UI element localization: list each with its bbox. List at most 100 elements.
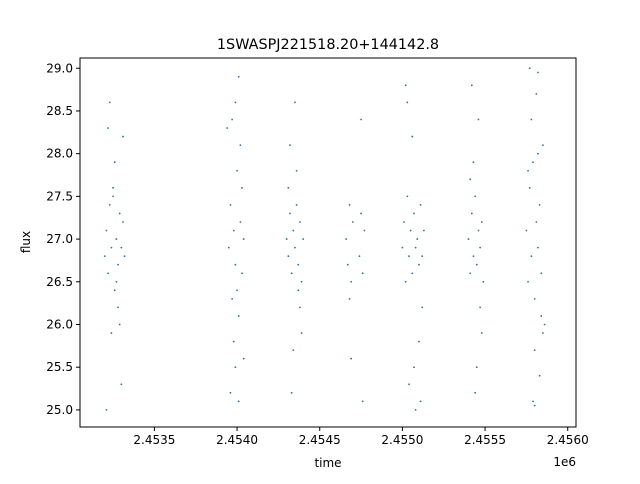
data-point [406, 195, 409, 198]
data-point [421, 306, 424, 309]
data-point [118, 212, 121, 215]
data-point [480, 332, 483, 334]
data-point [231, 118, 234, 121]
x-tick-label: 2.4560 [547, 433, 589, 447]
data-point [237, 315, 240, 317]
data-point [292, 229, 295, 232]
data-point [361, 400, 364, 403]
data-point [422, 229, 425, 232]
data-point [239, 221, 242, 223]
data-point [287, 255, 290, 258]
data-point [105, 409, 108, 411]
data-point [229, 391, 232, 394]
data-point [537, 246, 539, 249]
data-point [120, 246, 123, 249]
y-tick-label: 26.5 [46, 275, 73, 289]
data-point [237, 400, 240, 403]
data-point [474, 195, 477, 198]
data-point [242, 238, 245, 240]
data-point [231, 297, 234, 300]
data-point [537, 71, 539, 74]
x-axis-label: time [314, 456, 341, 470]
data-point [117, 306, 119, 309]
data-point [419, 400, 422, 403]
data-point [351, 221, 354, 223]
data-point [108, 204, 111, 206]
data-point [475, 366, 478, 369]
data-point [418, 263, 420, 266]
data-point [346, 263, 349, 266]
data-point [532, 161, 534, 164]
data-point [302, 238, 305, 240]
data-point [416, 238, 419, 240]
data-point [112, 195, 114, 198]
data-point [107, 127, 110, 129]
data-point [117, 263, 119, 266]
data-point [533, 349, 536, 352]
data-point [226, 127, 229, 129]
data-point [290, 391, 293, 394]
data-point [411, 135, 414, 138]
x-tick-label: 2.4545 [299, 433, 341, 447]
y-tick-label: 26.0 [46, 318, 73, 332]
x-tick-label: 2.4550 [381, 433, 423, 447]
x-offset-label: 1e6 [553, 455, 576, 469]
data-point [467, 238, 470, 240]
data-point [404, 280, 407, 283]
data-point [294, 101, 296, 104]
data-point [408, 383, 410, 386]
data-point [292, 349, 295, 352]
data-point [477, 229, 480, 232]
data-point [413, 366, 415, 369]
x-axis: 2.4535 2.4540 2.4545 2.4550 2.4555 2.4560 [133, 427, 589, 447]
data-point [479, 246, 482, 249]
data-point [107, 272, 110, 275]
data-point [532, 400, 534, 403]
data-point [411, 272, 414, 275]
data-point [474, 391, 477, 394]
data-point [236, 169, 238, 172]
data-point [113, 289, 116, 292]
data-point [528, 67, 531, 70]
chart-title: 1SWASPJ221518.20+144142.8 [217, 37, 439, 53]
data-point [300, 280, 303, 283]
data-point [530, 255, 533, 258]
data-point [538, 374, 541, 377]
y-tick-label: 27.5 [46, 189, 73, 203]
data-point [287, 186, 290, 189]
data-point [108, 101, 111, 104]
data-point [285, 238, 288, 240]
data-point [360, 212, 362, 215]
data-point [533, 404, 536, 407]
data-point [537, 152, 539, 155]
data-point [403, 221, 405, 223]
x-tick-label: 2.4555 [464, 433, 506, 447]
data-point [401, 246, 404, 249]
data-point [538, 204, 541, 206]
data-point [295, 169, 298, 172]
y-tick-label: 29.0 [46, 61, 73, 75]
data-point [542, 332, 544, 334]
data-point [113, 161, 116, 164]
data-point [236, 289, 238, 292]
data-point [295, 204, 298, 206]
data-point [297, 289, 300, 292]
y-tick-label: 27.0 [46, 232, 73, 246]
data-point [289, 212, 291, 215]
data-point [535, 92, 538, 95]
plot-frame [79, 57, 577, 428]
data-point [232, 229, 235, 232]
data-point [110, 246, 113, 249]
x-tick-label: 2.4540 [216, 433, 258, 447]
data-point [421, 255, 424, 258]
data-point [232, 340, 235, 343]
data-point [122, 135, 124, 138]
data-point [115, 280, 118, 283]
data-point [404, 84, 407, 87]
data-point [482, 280, 485, 283]
data-point [348, 204, 351, 206]
data-point [110, 332, 113, 334]
data-point [103, 255, 106, 258]
